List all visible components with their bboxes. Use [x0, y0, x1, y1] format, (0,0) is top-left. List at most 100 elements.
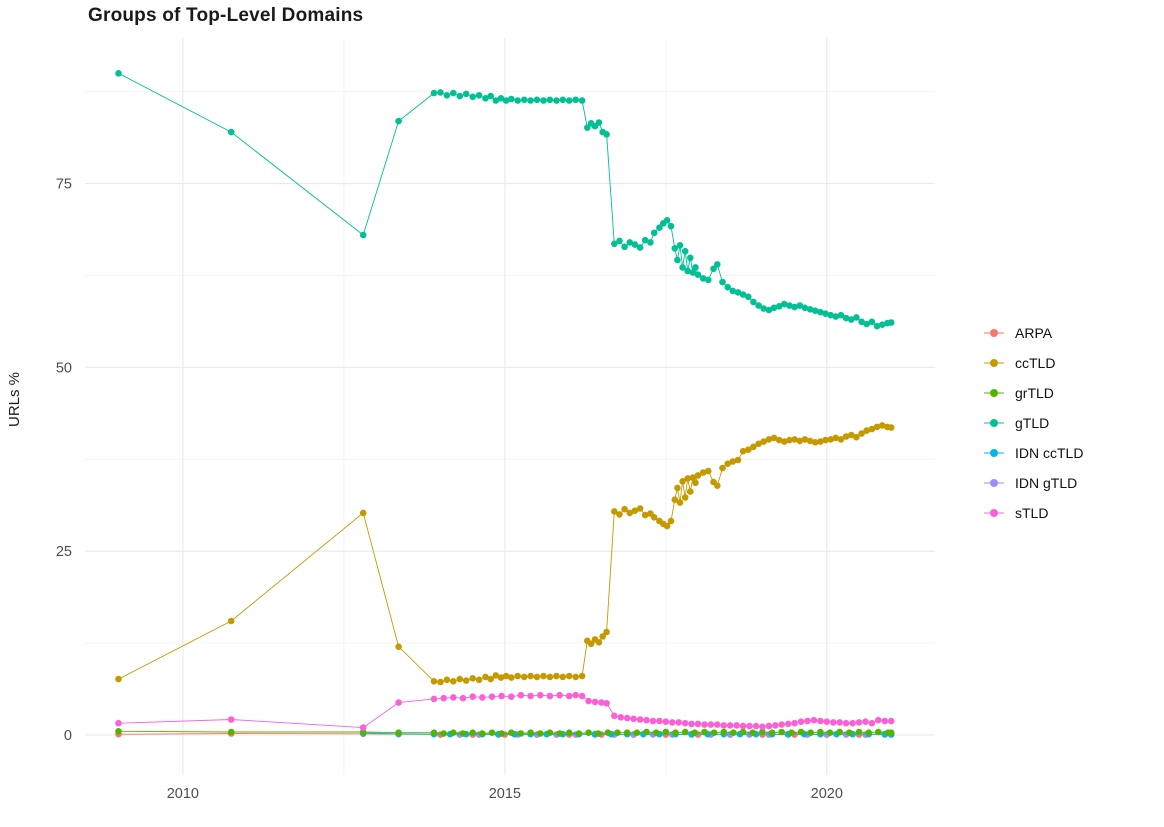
data-point-gtld	[734, 289, 742, 296]
data-point-cctld	[765, 436, 773, 443]
data-point-grtld	[730, 729, 737, 736]
data-point-grtld	[652, 729, 660, 736]
data-point-grtld	[887, 729, 895, 736]
data-point-cctld	[692, 479, 699, 487]
y-tick-label: 25	[56, 544, 72, 560]
data-point-grtld	[450, 729, 457, 736]
data-point-gtld	[842, 314, 850, 322]
data-point-grtld	[826, 729, 834, 736]
data-point-stld	[359, 724, 367, 731]
data-point-cctld	[565, 672, 573, 680]
data-point-stld	[450, 694, 457, 701]
data-point-cctld	[801, 436, 809, 443]
data-point-stld	[784, 720, 792, 728]
legend-item-grtld: grTLD	[982, 378, 1083, 408]
data-point-cctld	[667, 517, 675, 525]
data-point-stld	[556, 691, 563, 699]
data-point-stld	[797, 718, 805, 725]
data-point-gtld	[837, 311, 845, 319]
data-point-gtld	[497, 95, 505, 102]
data-point-grtld	[739, 728, 747, 736]
data-point-grtld	[855, 728, 863, 736]
data-point-stld	[649, 717, 657, 725]
data-point-cctld	[611, 508, 618, 515]
legend-key-gtld-icon	[984, 419, 1004, 427]
data-point-grtld	[691, 729, 699, 736]
data-point-gtld	[572, 96, 579, 104]
data-point-gtld	[868, 318, 876, 326]
data-point-stld	[636, 716, 644, 723]
data-point-stld	[836, 719, 843, 726]
data-point-gtld	[848, 316, 855, 323]
data-point-stld	[585, 697, 592, 705]
data-point-cctld	[724, 460, 731, 468]
data-point-gtld	[647, 239, 654, 246]
data-point-cctld	[641, 511, 649, 519]
data-point-stld	[694, 720, 702, 728]
data-point-cctld	[599, 633, 606, 640]
data-point-stld	[430, 695, 438, 703]
data-point-gtld	[796, 302, 804, 309]
data-point-cctld	[546, 673, 554, 681]
legend-label: IDN ccTLD	[1015, 445, 1084, 461]
data-point-cctld	[719, 464, 726, 472]
data-point-gtld	[887, 319, 895, 326]
data-point-gtld	[770, 304, 778, 312]
legend-label: ARPA	[1015, 325, 1053, 341]
data-point-cctld	[359, 509, 367, 517]
data-point-grtld	[623, 729, 631, 736]
data-point-gtld	[679, 264, 686, 271]
legend-item-arpa: ARPA	[982, 318, 1083, 348]
data-point-cctld	[456, 675, 464, 683]
legend-item-gtld: gTLD	[982, 408, 1083, 438]
data-point-gtld	[546, 96, 554, 104]
data-point-gtld	[739, 291, 747, 298]
data-point-grtld	[759, 728, 766, 736]
y-tick-label: 0	[64, 728, 72, 744]
legend-key-dot	[990, 479, 998, 487]
data-point-stld	[227, 716, 235, 723]
data-point-gtld	[710, 265, 717, 273]
data-point-cctld	[482, 673, 489, 681]
data-point-gtld	[616, 237, 623, 245]
legend: ARPA ccTLD grTLD gTLD IDN ccTLD IDN gTLD sTLD	[982, 318, 1083, 528]
legend-item-stld: sTLD	[982, 498, 1083, 528]
data-point-cctld	[497, 674, 505, 681]
data-point-cctld	[395, 643, 402, 650]
legend-label: sTLD	[1015, 505, 1049, 521]
data-point-grtld	[469, 729, 477, 736]
data-point-gtld	[705, 276, 712, 284]
data-point-cctld	[873, 423, 881, 431]
data-point-stld	[804, 717, 811, 725]
data-point-cctld	[781, 438, 788, 445]
data-point-gtld	[650, 229, 658, 237]
data-point-cctld	[739, 447, 747, 455]
data-point-cctld	[699, 469, 707, 476]
data-point-grtld	[672, 729, 679, 736]
data-point-gtld	[750, 298, 757, 306]
data-point-gtld	[641, 236, 649, 244]
data-point-gtld	[681, 247, 689, 255]
data-point-gtld	[806, 306, 814, 313]
data-point-grtld	[459, 730, 467, 737]
data-point-stld	[855, 719, 863, 726]
data-point-stld	[623, 714, 631, 722]
data-point-stld	[675, 719, 682, 726]
legend-key-idn-gtld-icon	[984, 479, 1004, 487]
data-point-grtld	[749, 729, 757, 736]
data-point-gtld	[699, 275, 707, 282]
legend-key-idn-cctld-icon	[984, 449, 1004, 457]
data-point-gtld	[714, 261, 721, 268]
data-point-stld	[517, 691, 525, 699]
data-point-gtld	[437, 89, 444, 96]
data-point-grtld	[115, 728, 122, 735]
data-point-gtld	[475, 92, 483, 99]
data-point-stld	[733, 722, 740, 729]
data-point-stld	[508, 693, 515, 700]
data-point-grtld	[701, 728, 708, 736]
data-point-cctld	[487, 675, 495, 683]
data-point-cctld	[430, 678, 438, 685]
data-point-grtld	[875, 728, 882, 736]
data-point-cctld	[616, 511, 623, 518]
